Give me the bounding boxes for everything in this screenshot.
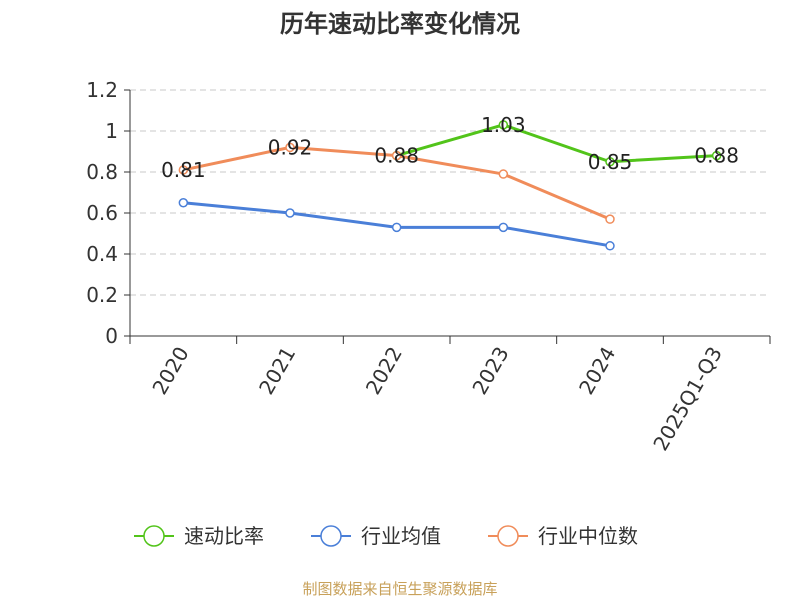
data-point [498, 169, 509, 179]
y-axis-ticks: 0 0.2 0.4 0.6 0.8 1 1.2 [86, 78, 118, 348]
y-tick-label: 0.2 [86, 283, 118, 307]
x-tick-label: 2022 [361, 343, 407, 399]
data-label: 0.85 [588, 150, 633, 174]
source-note: 制图数据来自恒生聚源数据库 [302, 580, 497, 598]
data-label: 1.03 [481, 113, 526, 137]
x-tick-label: 2020 [147, 343, 193, 399]
x-tick-label: 2024 [574, 343, 620, 399]
x-tick-label: 2025Q1-Q3 [648, 343, 727, 455]
series-layer [178, 120, 722, 251]
data-point [391, 150, 402, 161]
y-tick-label: 0.8 [86, 160, 118, 184]
data-label: 0.88 [694, 144, 739, 168]
data-point [498, 120, 509, 130]
data-label: 0.92 [268, 135, 313, 159]
legend-label: 行业均值 [361, 524, 441, 548]
legend-marker [143, 525, 165, 547]
legend: 速动比率 行业均值 行业中位数 [134, 524, 638, 548]
data-point [711, 150, 722, 161]
y-tick-label: 0.4 [86, 242, 118, 266]
y-tick-label: 1 [105, 119, 118, 143]
y-tick-label: 0 [105, 324, 118, 348]
y-tick-label: 1.2 [86, 78, 118, 102]
data-point [605, 214, 615, 224]
x-tick-label: 2021 [254, 343, 300, 399]
data-point [178, 165, 189, 175]
data-point [498, 222, 509, 233]
axes [124, 89, 771, 344]
data-point [605, 241, 615, 251]
chart-title: 历年速动比率变化情况 [280, 10, 520, 38]
data-label: 0.81 [161, 158, 206, 182]
gridlines [130, 89, 770, 296]
data-point [285, 142, 295, 153]
data-point [391, 222, 402, 233]
data-labels: 0.88 1.03 0.85 0.88 0.81 0.92 [161, 113, 739, 182]
data-label: 0.88 [374, 144, 419, 168]
x-axis-ticks: 2020 2021 2022 2023 2024 2025Q1-Q3 [147, 343, 727, 455]
y-tick-label: 0.6 [86, 201, 118, 225]
data-point [178, 198, 189, 208]
legend-marker [320, 525, 342, 547]
data-point [285, 208, 295, 218]
x-tick-label: 2023 [467, 343, 513, 399]
legend-label: 速动比率 [184, 524, 264, 548]
legend-marker [497, 525, 519, 547]
data-point [605, 157, 615, 167]
legend-label: 行业中位数 [538, 524, 638, 548]
series-line-0 [395, 123, 719, 164]
